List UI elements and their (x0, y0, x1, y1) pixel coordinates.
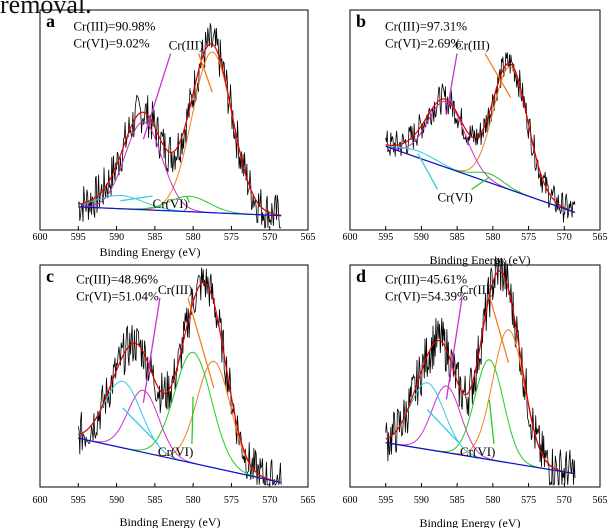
x-tick-label: 585 (147, 495, 162, 506)
fit-envelope-series (385, 270, 576, 475)
x-tick-label: 585 (450, 495, 465, 506)
arrow (187, 297, 215, 389)
arrow (471, 176, 490, 190)
baseline-series (385, 145, 576, 213)
percentage-annotation: Cr(III)=97.31% (385, 19, 467, 34)
x-tick-label: 580 (485, 232, 500, 243)
arrow (120, 195, 153, 202)
plot-frame (349, 9, 601, 231)
x-tick-label: 570 (557, 232, 572, 243)
cr3-label: Cr(III) (169, 38, 204, 53)
arrow (191, 396, 194, 444)
fit-envelope-series (78, 43, 282, 216)
x-tick-label: 565 (301, 495, 316, 506)
percentage-annotation: Cr(VI)=54.39% (385, 288, 468, 303)
cr6-label: Cr(VI) (438, 189, 473, 204)
arrow (445, 53, 458, 115)
panel-letter: c (46, 266, 54, 286)
cr3-label: Cr(III) (455, 38, 490, 53)
panel-b: 600 595 590 585 580 575 570 565 Binding Energy (… (343, 9, 608, 267)
panel-a: 600 595 590 585 580 575 570 565 Binding Energy (… (33, 9, 316, 259)
percentage-annotation: Cr(III)=48.96% (76, 271, 158, 286)
x-tick-label: 565 (593, 495, 608, 506)
x-tick-label: 595 (71, 495, 86, 506)
x-tick-label: 600 (33, 232, 48, 243)
x-tick-label: 575 (224, 232, 239, 243)
x-tick-label: 570 (262, 232, 277, 243)
raw-spectrum-series (385, 256, 576, 486)
x-tick-label: 575 (521, 232, 536, 243)
x-tick-label: 590 (414, 495, 429, 506)
panel-d: 600 595 590 585 580 575 570 565 Binding Energy (… (343, 256, 608, 528)
fit-component-2 (385, 385, 576, 475)
percentage-annotation: Cr(VI)=51.04% (76, 288, 159, 303)
x-axis-label: Binding Energy (eV) (119, 515, 220, 528)
arrow (198, 53, 213, 93)
fit-envelope-series (385, 62, 576, 213)
fit-component-1 (385, 66, 576, 213)
percentage-annotation: Cr(III)=90.98% (73, 19, 155, 34)
cr6-label: Cr(VI) (153, 196, 188, 211)
arrow (426, 408, 461, 445)
x-tick-label: 575 (521, 495, 536, 506)
x-tick-label: 590 (414, 232, 429, 243)
x-tick-label: 575 (224, 495, 239, 506)
arrow (185, 195, 190, 203)
panel-letter: a (46, 11, 55, 31)
x-axis-label: Binding Energy (eV) (429, 253, 530, 267)
cr3-label: Cr(III) (158, 282, 193, 297)
x-tick-label: 570 (262, 495, 277, 506)
raw-spectrum-series (385, 52, 576, 223)
arrow (445, 297, 463, 400)
x-tick-label: 600 (33, 495, 48, 506)
x-tick-label: 565 (593, 232, 608, 243)
fit-envelope-series (78, 281, 282, 484)
x-tick-label: 590 (109, 232, 124, 243)
arrow (142, 297, 161, 403)
percentage-annotation: Cr(VI)=9.02% (73, 36, 149, 51)
raw-spectrum-series (77, 23, 282, 229)
baseline-series (78, 206, 282, 217)
cr6-label: Cr(VI) (460, 444, 495, 459)
x-axis-label: Binding Energy (eV) (99, 245, 200, 259)
x-tick-label: 600 (343, 232, 358, 243)
x-tick-label: 580 (186, 232, 201, 243)
percentage-annotation: Cr(III)=45.61% (385, 271, 467, 286)
fit-component-4 (78, 351, 282, 484)
baseline-series (385, 442, 576, 475)
x-tick-label: 585 (147, 232, 162, 243)
fit-component-3 (385, 382, 576, 475)
x-tick-label: 565 (301, 232, 316, 243)
fit-component-2 (78, 389, 282, 484)
arrow (488, 399, 495, 444)
x-axis-label: Binding Energy (eV) (419, 516, 520, 528)
panel-c: 600 595 590 585 580 575 570 565 Binding Energy (… (33, 264, 316, 528)
x-tick-label: 580 (186, 495, 201, 506)
x-tick-label: 590 (109, 495, 124, 506)
plot-frame (39, 9, 309, 231)
x-tick-label: 580 (485, 495, 500, 506)
x-tick-label: 585 (450, 232, 465, 243)
cr6-label: Cr(VI) (158, 444, 193, 459)
percentage-annotation: Cr(VI)=2.69% (385, 36, 461, 51)
x-tick-label: 595 (378, 232, 393, 243)
panel-letter: d (356, 266, 366, 286)
arrow (122, 407, 159, 445)
plot-frame (349, 264, 601, 488)
plot-frame (39, 264, 309, 488)
x-tick-label: 595 (71, 232, 86, 243)
panel-letter: b (356, 11, 366, 31)
x-tick-label: 595 (378, 495, 393, 506)
arrow (489, 297, 510, 364)
x-tick-label: 570 (557, 495, 572, 506)
arrow (484, 53, 512, 98)
x-tick-label: 600 (343, 495, 358, 506)
baseline-series (78, 437, 282, 484)
arrow (142, 53, 172, 140)
cr3-label: Cr(III) (460, 282, 495, 297)
arrow (417, 153, 439, 190)
